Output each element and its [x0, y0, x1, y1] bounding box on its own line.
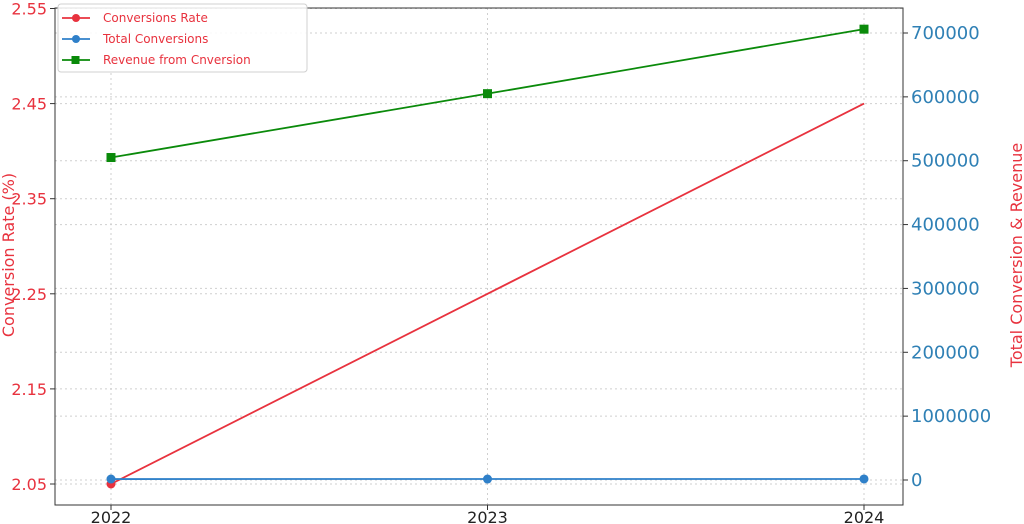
y-right-tick-label: 600000 [911, 87, 980, 108]
series-line [110, 102, 865, 485]
legend-label: Conversions Rate [103, 11, 208, 25]
y-left-tick-label: 2.35 [11, 190, 47, 209]
y-right-tick-label: 200000 [911, 342, 980, 363]
axes [50, 7, 908, 510]
legend-label: Revenue from Cnversion [103, 53, 251, 67]
grid-lines [55, 8, 903, 505]
series-layer [106, 24, 869, 489]
data-point [859, 24, 869, 34]
legend: Conversions Rate Total Conversions Revenue… [57, 3, 308, 73]
y-axis-left-title: Conversion Rate (%) [0, 173, 18, 337]
plot-frame [54, 7, 904, 506]
legend-marker [72, 35, 80, 43]
x-tick-label: 2022 [91, 508, 132, 524]
y-left-tick-label: 2.15 [11, 380, 47, 399]
y-right-tick-label: 700000 [911, 23, 980, 44]
y-right-tick-label: 300000 [911, 278, 980, 299]
y-right-tick-label: 500000 [911, 151, 980, 172]
data-point [483, 89, 492, 99]
y-right-tick-label: 0 [911, 470, 922, 491]
y-left-tick-label: 2.05 [11, 475, 47, 494]
data-point [106, 474, 116, 484]
x-tick-label: 2024 [844, 508, 885, 524]
y-left-tick-label: 2.25 [11, 285, 47, 304]
y-left-tick-label: 2.45 [11, 95, 47, 114]
y-right-tick-label: 1000000 [911, 406, 991, 427]
legend-marker [72, 14, 80, 22]
legend-marker [71, 56, 80, 64]
data-point [859, 474, 869, 484]
y-left-tick-label: 2.55 [11, 0, 47, 19]
data-point [483, 474, 492, 484]
legend-label: Total Conversions [102, 32, 208, 46]
legend-box [57, 3, 308, 73]
x-tick-label: 2023 [467, 508, 508, 524]
data-point [106, 153, 116, 163]
y-right-tick-label: 400000 [911, 215, 980, 236]
y-axis-right-title: Total Conversion & Revenue [1007, 143, 1024, 368]
tick-labels: 2022 2023 2024 2.05 2.15 2.25 2.35 2.45 2.55 0 100… [11, 0, 991, 524]
